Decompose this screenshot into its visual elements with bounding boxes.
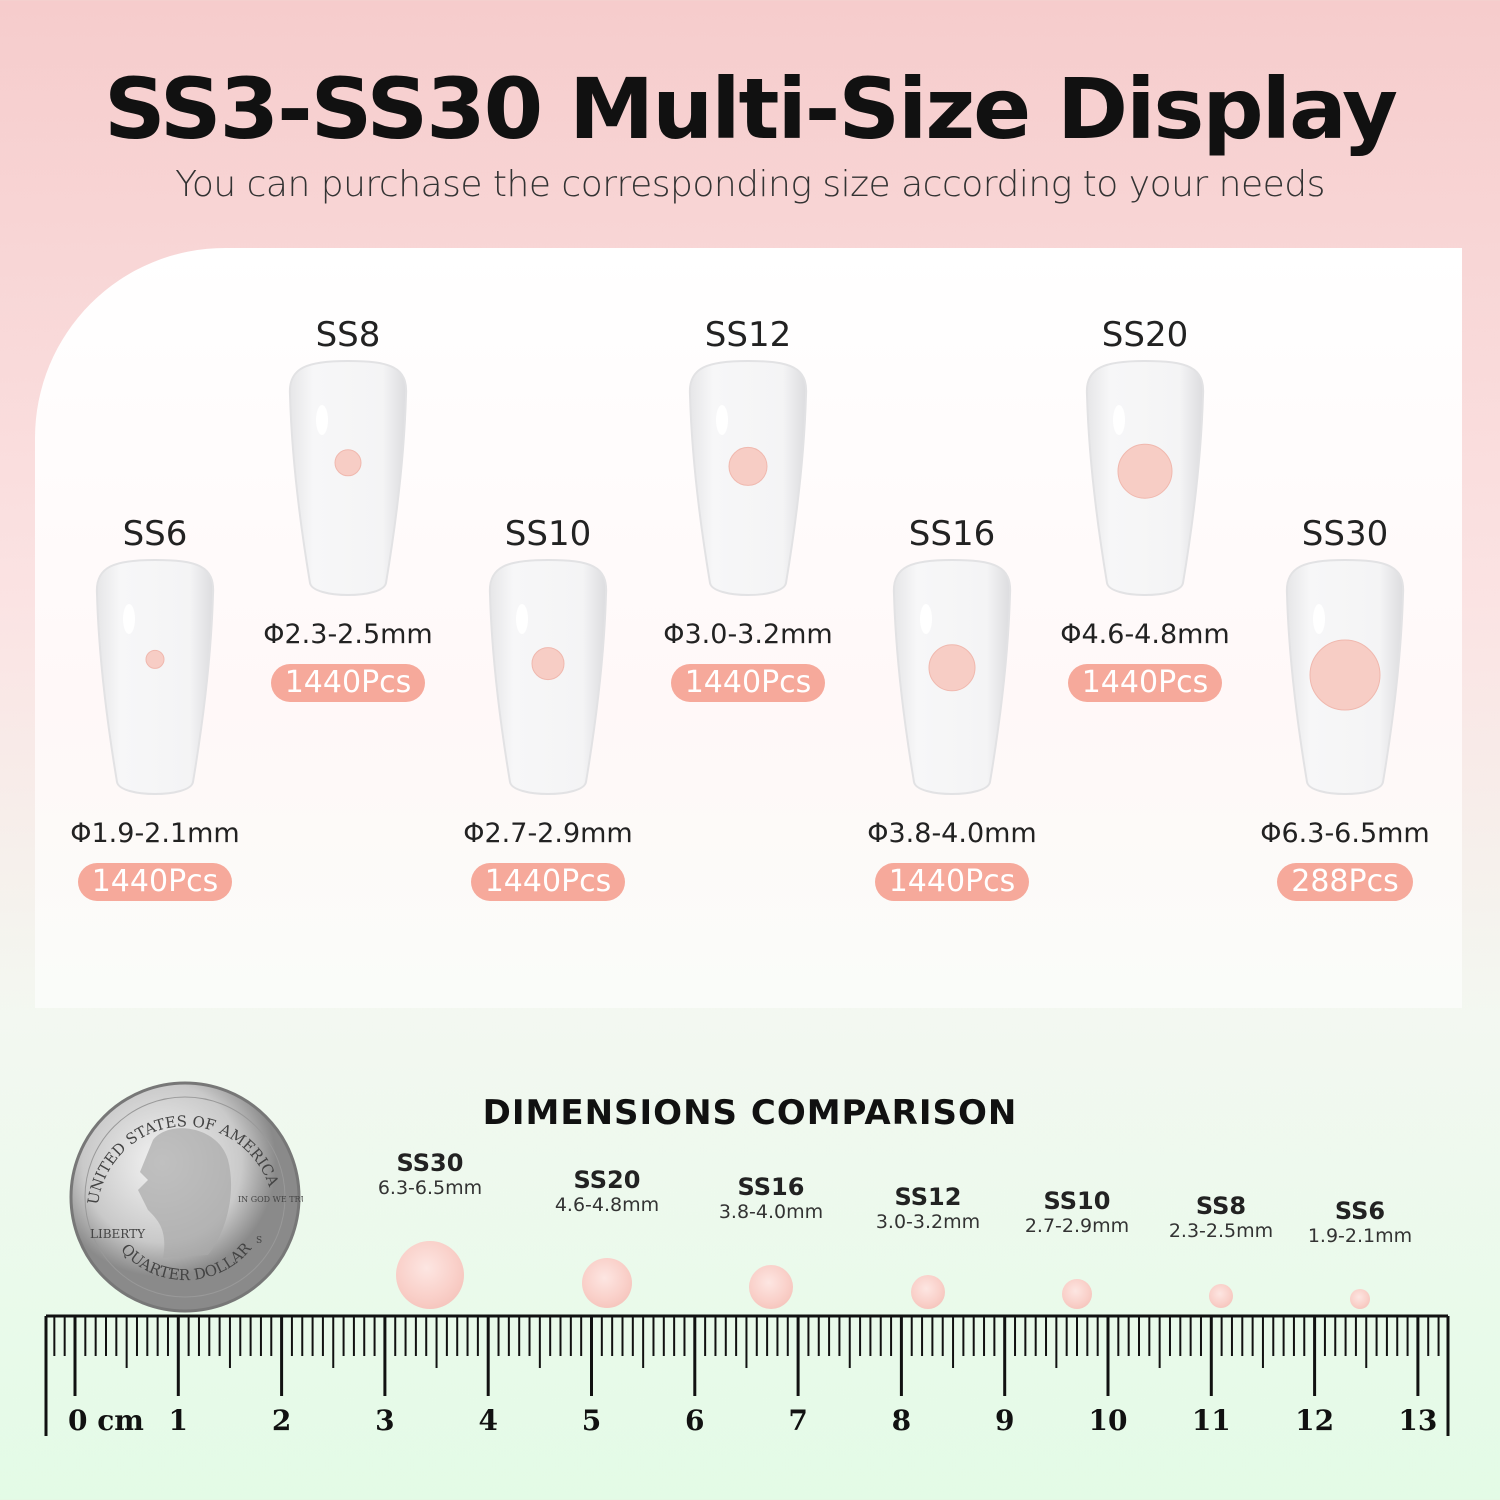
count-badge: 1440Pcs [77,863,233,901]
comparison-label-ss10: SS10 2.7-2.9mm [1007,1187,1147,1237]
page-title: SS3-SS30 Multi-Size Display [104,60,1398,158]
comparison-label-ss8: SS8 2.3-2.5mm [1151,1192,1291,1242]
ruler-label: 6 [685,1404,704,1437]
count-badge: 1440Pcs [270,664,426,702]
size-label: SS20 [1101,315,1189,355]
comparison-size: SS6 [1334,1197,1386,1225]
count-badge: 1440Pcs [670,664,826,702]
rhinestone [531,647,565,681]
ruler-label: 2 [272,1404,291,1437]
comparison-rhinestone [911,1275,945,1309]
comparison-rhinestone [1350,1289,1370,1309]
comparison-label-ss12: SS12 3.0-3.2mm [858,1183,998,1233]
comparison-mm: 2.3-2.5mm [1168,1220,1274,1242]
size-label: SS10 [504,514,592,554]
nail-tip-image [1085,359,1205,596]
ruler-label: 8 [892,1404,911,1437]
count-badge: 1440Pcs [1067,664,1223,702]
coin-liberty: LIBERTY [90,1227,146,1241]
diameter-label: Φ2.3-2.5mm [263,619,433,650]
ruler-label: 3 [375,1404,394,1437]
comparison-rhinestone [1062,1279,1092,1309]
diameter-label: Φ3.8-4.0mm [867,818,1037,849]
ruler-label: 5 [582,1404,601,1437]
nail-tip-image [95,558,215,795]
diameter-label: Φ4.6-4.8mm [1060,619,1230,650]
comparison-size: SS10 [1043,1187,1111,1215]
coin-motto: IN GOD WE TRUST [238,1195,303,1204]
comparison-size: SS8 [1195,1192,1247,1220]
comparison-mm: 6.3-6.5mm [377,1177,483,1199]
rhinestone [1117,443,1173,499]
comparison-rhinestone [582,1258,632,1308]
comparison-size: SS20 [573,1166,641,1194]
ruler-label: 13 [1398,1404,1437,1437]
size-label: SS30 [1301,514,1389,554]
comparison-mm: 2.7-2.9mm [1024,1215,1130,1237]
diameter-label: Φ1.9-2.1mm [70,818,240,849]
size-item-ss20: SS20 Φ4.6-4.8mm 1440Pcs [1045,315,1245,702]
comparison-mm: 3.0-3.2mm [875,1211,981,1233]
ruler-label: 10 [1089,1404,1128,1437]
comparison-label-ss20: SS20 4.6-4.8mm [537,1166,677,1216]
rhinestone [1309,639,1381,711]
comparison-mm: 3.8-4.0mm [718,1201,824,1223]
comparison-size: SS30 [396,1149,464,1177]
size-item-ss30: SS30 Φ6.3-6.5mm 288Pcs [1245,514,1445,901]
quarter-coin: UNITED STATES OF AMERICA QUARTER DOLLAR … [69,1081,303,1313]
comparison-mm: 4.6-4.8mm [554,1194,660,1216]
ruler-label: 9 [995,1404,1014,1437]
ruler-label: 7 [788,1404,807,1437]
size-label: SS16 [908,514,996,554]
size-item-ss8: SS8 Φ2.3-2.5mm 1440Pcs [248,315,448,702]
comparison-rhinestone [749,1265,793,1309]
size-label: SS8 [315,315,381,355]
count-badge: 288Pcs [1277,863,1413,901]
ruler-label: 11 [1192,1404,1231,1437]
size-label: SS6 [122,514,188,554]
comparison-title: DIMENSIONS COMPARISON [482,1093,1018,1133]
rhinestone [334,449,362,477]
size-label: SS12 [704,315,792,355]
count-badge: 1440Pcs [874,863,1030,901]
comparison-size: SS12 [894,1183,962,1211]
nail-tip-image [1285,558,1405,795]
nail-tip-image [688,359,808,596]
ruler-label: 1 [169,1404,188,1437]
count-badge: 1440Pcs [470,863,626,901]
size-item-ss6: SS6 Φ1.9-2.1mm 1440Pcs [55,514,255,901]
nail-tip-image [892,558,1012,795]
comparison-label-ss16: SS16 3.8-4.0mm [701,1173,841,1223]
size-item-ss10: SS10 Φ2.7-2.9mm 1440Pcs [448,514,648,901]
ruler-label: 4 [478,1404,497,1437]
comparison-rhinestone [1209,1284,1233,1308]
rhinestone [145,649,165,669]
diameter-label: Φ2.7-2.9mm [463,818,633,849]
nail-tip-image [288,359,408,596]
comparison-size: SS16 [737,1173,805,1201]
diameter-label: Φ6.3-6.5mm [1260,818,1430,849]
comparison-label-ss30: SS30 6.3-6.5mm [360,1149,500,1199]
rhinestone [728,446,768,486]
size-item-ss16: SS16 Φ3.8-4.0mm 1440Pcs [852,514,1052,901]
ruler-label: 0 cm [68,1404,144,1437]
comparison-label-ss6: SS6 1.9-2.1mm [1290,1197,1430,1247]
size-item-ss12: SS12 Φ3.0-3.2mm 1440Pcs [648,315,848,702]
rhinestone [928,644,976,692]
nail-tip-image [488,558,608,795]
diameter-label: Φ3.0-3.2mm [663,619,833,650]
comparison-mm: 1.9-2.1mm [1307,1225,1413,1247]
coin-mint: S [256,1236,262,1246]
comparison-rhinestone [396,1241,464,1309]
ruler-label: 12 [1295,1404,1334,1437]
page-subtitle: You can purchase the corresponding size … [175,164,1325,205]
